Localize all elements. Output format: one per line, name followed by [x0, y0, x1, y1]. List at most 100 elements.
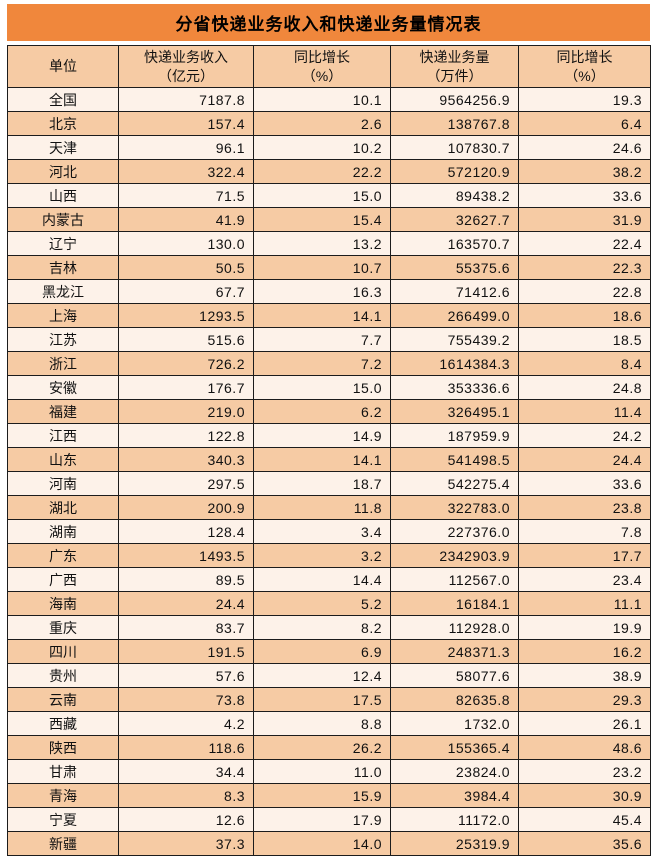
cell-revenue_growth: 14.0: [253, 831, 391, 856]
cell-region: 江苏: [7, 327, 119, 352]
cell-volume_growth: 45.4: [518, 807, 651, 832]
col-header-unit: （万件）: [426, 67, 483, 84]
cell-revenue: 50.5: [118, 255, 254, 280]
cell-volume_growth: 6.4: [518, 111, 651, 136]
cell-revenue: 130.0: [118, 231, 254, 256]
table-row: 四川 191.5 6.9 248371.3 16.2: [7, 639, 651, 664]
cell-revenue: 7187.8: [118, 87, 254, 112]
cell-volume: 11172.0: [390, 807, 519, 832]
cell-volume_growth: 19.9: [518, 615, 651, 640]
cell-volume_growth: 48.6: [518, 735, 651, 760]
table-row: 辽宁 130.0 13.2 163570.7 22.4: [7, 231, 651, 256]
cell-volume_growth: 11.1: [518, 591, 651, 616]
cell-volume_growth: 17.7: [518, 543, 651, 568]
cell-revenue: 34.4: [118, 759, 254, 784]
cell-revenue: 176.7: [118, 375, 254, 400]
table-row: 青海 8.3 15.9 3984.4 30.9: [7, 783, 651, 808]
cell-volume_growth: 29.3: [518, 687, 651, 712]
cell-revenue: 340.3: [118, 447, 254, 472]
cell-volume_growth: 38.9: [518, 663, 651, 688]
cell-region: 福建: [7, 399, 119, 424]
cell-revenue: 24.4: [118, 591, 254, 616]
cell-volume: 163570.7: [390, 231, 519, 256]
cell-revenue_growth: 17.5: [253, 687, 391, 712]
cell-volume_growth: 24.6: [518, 135, 651, 160]
cell-region: 天津: [7, 135, 119, 160]
cell-revenue_growth: 14.9: [253, 423, 391, 448]
cell-revenue: 157.4: [118, 111, 254, 136]
table-row: 广西 89.5 14.4 112567.0 23.4: [7, 567, 651, 592]
cell-region: 甘肃: [7, 759, 119, 784]
table-row: 江苏 515.6 7.7 755439.2 18.5: [7, 327, 651, 352]
cell-volume_growth: 35.6: [518, 831, 651, 856]
cell-revenue_growth: 10.1: [253, 87, 391, 112]
col-header-label: 同比增长: [294, 48, 350, 65]
cell-volume: 1614384.3: [390, 351, 519, 376]
cell-volume: 138767.8: [390, 111, 519, 136]
cell-region: 海南: [7, 591, 119, 616]
cell-revenue: 726.2: [118, 351, 254, 376]
cell-volume_growth: 18.6: [518, 303, 651, 328]
cell-revenue: 128.4: [118, 519, 254, 544]
cell-volume: 89438.2: [390, 183, 519, 208]
cell-revenue_growth: 10.7: [253, 255, 391, 280]
table-row: 贵州 57.6 12.4 58077.6 38.9: [7, 663, 651, 688]
table-row: 浙江 726.2 7.2 1614384.3 8.4: [7, 351, 651, 376]
cell-revenue: 41.9: [118, 207, 254, 232]
table-body: 全国 7187.8 10.1 9564256.9 19.3 北京 157.4 2.6 13876…: [7, 87, 651, 856]
cell-revenue_growth: 11.8: [253, 495, 391, 520]
cell-volume: 248371.3: [390, 639, 519, 664]
cell-volume: 541498.5: [390, 447, 519, 472]
cell-revenue: 4.2: [118, 711, 254, 736]
cell-revenue_growth: 26.2: [253, 735, 391, 760]
table-row: 山西 71.5 15.0 89438.2 33.6: [7, 183, 651, 208]
cell-volume_growth: 8.4: [518, 351, 651, 376]
col-header-revenue: 快递业务收入 （亿元）: [118, 45, 254, 88]
cell-revenue_growth: 12.4: [253, 663, 391, 688]
table-row: 河南 297.5 18.7 542275.4 33.6: [7, 471, 651, 496]
col-header-region: 单位: [7, 45, 119, 88]
cell-revenue_growth: 3.4: [253, 519, 391, 544]
cell-revenue_growth: 6.9: [253, 639, 391, 664]
cell-revenue: 83.7: [118, 615, 254, 640]
cell-region: 黑龙江: [7, 279, 119, 304]
cell-volume_growth: 23.2: [518, 759, 651, 784]
cell-region: 湖南: [7, 519, 119, 544]
cell-revenue_growth: 18.7: [253, 471, 391, 496]
cell-revenue_growth: 8.8: [253, 711, 391, 736]
table-row: 内蒙古 41.9 15.4 32627.7 31.9: [7, 207, 651, 232]
cell-volume_growth: 24.8: [518, 375, 651, 400]
cell-volume_growth: 7.8: [518, 519, 651, 544]
cell-revenue: 8.3: [118, 783, 254, 808]
cell-region: 广西: [7, 567, 119, 592]
cell-volume: 58077.6: [390, 663, 519, 688]
cell-revenue_growth: 14.1: [253, 303, 391, 328]
cell-volume_growth: 19.3: [518, 87, 651, 112]
cell-region: 河南: [7, 471, 119, 496]
cell-volume: 155365.4: [390, 735, 519, 760]
cell-volume: 71412.6: [390, 279, 519, 304]
table-row: 甘肃 34.4 11.0 23824.0 23.2: [7, 759, 651, 784]
cell-region: 北京: [7, 111, 119, 136]
cell-revenue_growth: 15.0: [253, 183, 391, 208]
cell-revenue: 219.0: [118, 399, 254, 424]
cell-volume: 25319.9: [390, 831, 519, 856]
cell-revenue_growth: 14.4: [253, 567, 391, 592]
cell-volume: 322783.0: [390, 495, 519, 520]
cell-revenue: 1493.5: [118, 543, 254, 568]
cell-region: 宁夏: [7, 807, 119, 832]
cell-revenue: 96.1: [118, 135, 254, 160]
cell-volume: 23824.0: [390, 759, 519, 784]
cell-region: 浙江: [7, 351, 119, 376]
cell-revenue: 57.6: [118, 663, 254, 688]
cell-volume: 353336.6: [390, 375, 519, 400]
table-row: 北京 157.4 2.6 138767.8 6.4: [7, 111, 651, 136]
table-row: 新疆 37.3 14.0 25319.9 35.6: [7, 831, 651, 856]
col-header-unit: （%）: [564, 67, 605, 84]
cell-revenue: 200.9: [118, 495, 254, 520]
cell-revenue: 322.4: [118, 159, 254, 184]
cell-revenue_growth: 16.3: [253, 279, 391, 304]
table-row: 广东 1493.5 3.2 2342903.9 17.7: [7, 543, 651, 568]
cell-volume_growth: 33.6: [518, 183, 651, 208]
cell-region: 吉林: [7, 255, 119, 280]
